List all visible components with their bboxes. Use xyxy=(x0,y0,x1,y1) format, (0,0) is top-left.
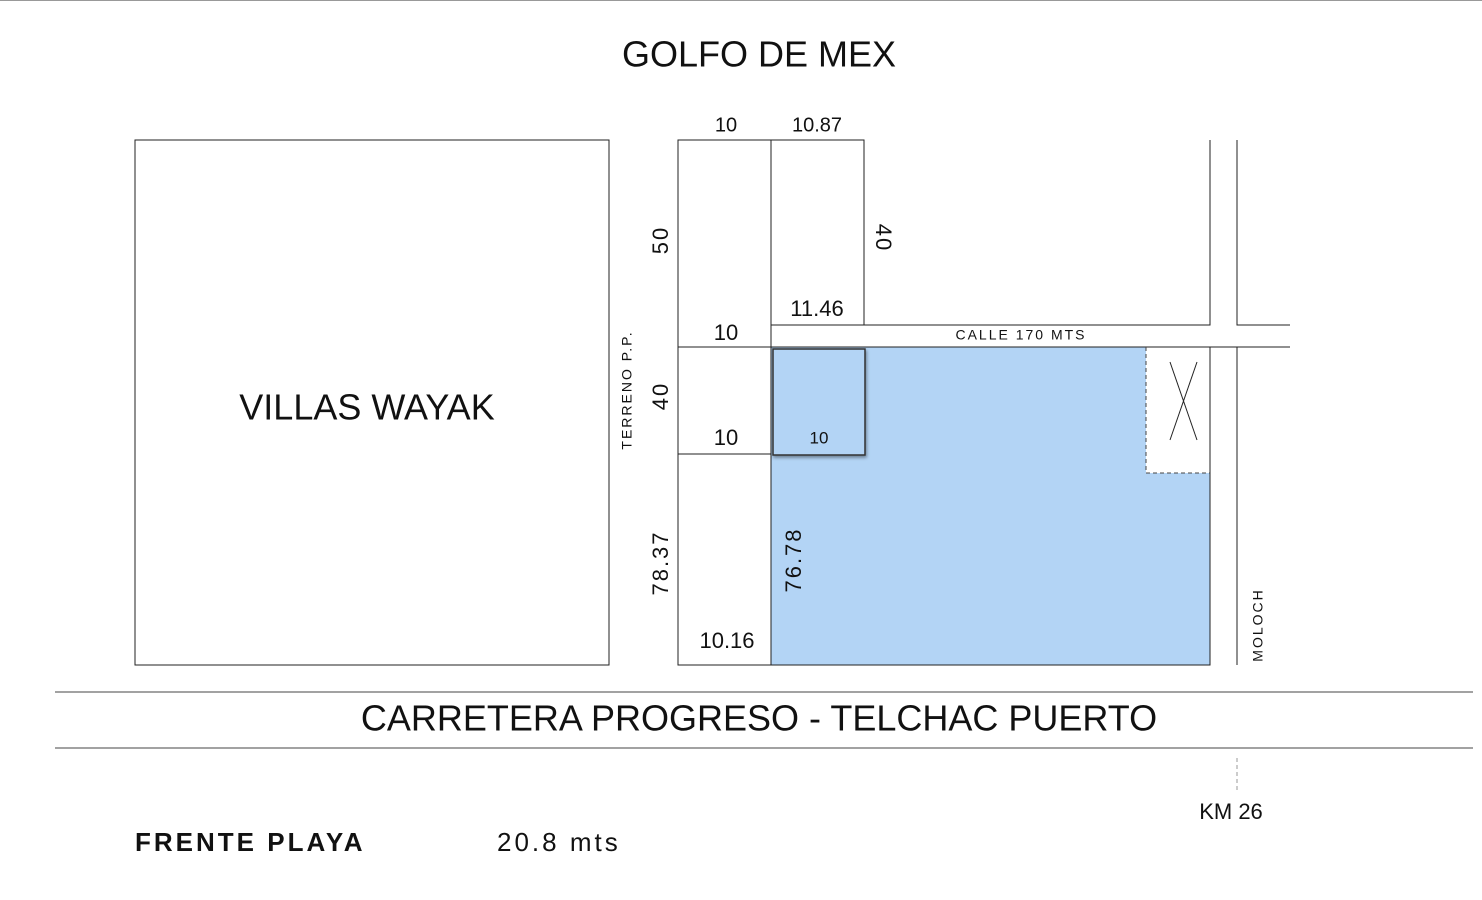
title: GOLFO DE MEX xyxy=(622,34,896,75)
cutout-outline xyxy=(1145,347,1210,474)
dimension: 10 xyxy=(715,114,737,136)
footer-value: 20.8 mts xyxy=(497,827,621,857)
dimension: 40 xyxy=(648,382,673,410)
lot-large-outline xyxy=(678,346,1211,666)
neighbor-label: VILLAS WAYAK xyxy=(239,387,494,428)
dimension: 10.16 xyxy=(699,628,754,653)
dimension: 11.46 xyxy=(790,296,843,321)
dimension: 10.87 xyxy=(792,114,842,136)
street-lines xyxy=(771,140,1290,665)
lot-large xyxy=(771,347,1210,665)
lot-left xyxy=(677,139,772,666)
footer-label: FRENTE PLAYA xyxy=(135,827,366,857)
dimension: 76.78 xyxy=(781,527,806,592)
dimension: 10 xyxy=(810,428,829,447)
street-label: CALLE 170 MTS xyxy=(955,327,1086,343)
dimension: 40 xyxy=(871,224,896,252)
neighbor-lot xyxy=(134,139,610,666)
side-label: TERRENO P.P. xyxy=(619,330,635,449)
dimension: 50 xyxy=(648,226,673,254)
dimension: 10 xyxy=(714,320,738,345)
cross-street-label: MOLOCH xyxy=(1250,588,1266,661)
km-label: KM 26 xyxy=(1199,799,1263,824)
road-label: CARRETERA PROGRESO - TELCHAC PUERTO xyxy=(361,698,1157,739)
dimension: 10 xyxy=(714,425,738,450)
dimension: 78.37 xyxy=(648,530,673,595)
cross xyxy=(1169,361,1198,441)
selected-lot xyxy=(772,348,866,456)
